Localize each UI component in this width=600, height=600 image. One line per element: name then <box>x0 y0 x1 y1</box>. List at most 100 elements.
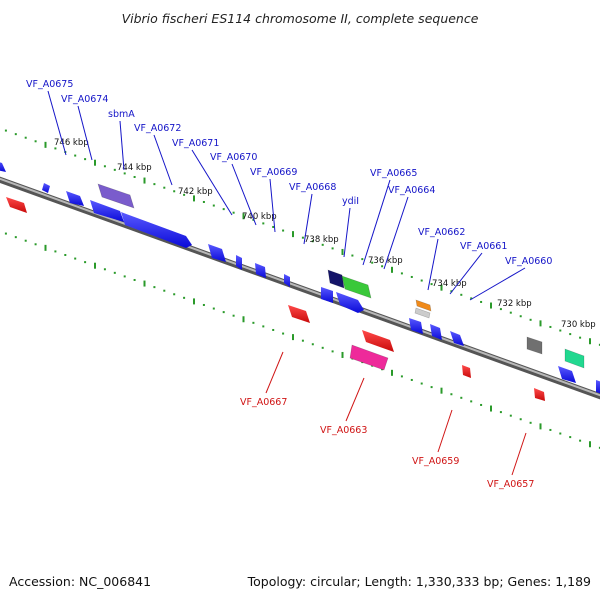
gene-arrow[interactable] <box>236 255 242 270</box>
gene-arrow[interactable] <box>121 212 192 248</box>
gene-feature-block[interactable] <box>564 348 585 369</box>
gene-arrow[interactable] <box>430 324 442 340</box>
scale-tick-minor <box>420 279 423 282</box>
scale-tick-minor <box>410 275 413 278</box>
gene-arrow[interactable] <box>6 197 27 213</box>
gene-arrow[interactable] <box>255 263 266 278</box>
gene-label[interactable]: VF_A0670 <box>210 152 257 163</box>
scale-tick-minor <box>202 303 205 306</box>
scale-tick-minor <box>549 325 552 328</box>
scale-tick-minor <box>499 308 502 311</box>
scale-tick-minor <box>222 208 225 211</box>
gene-label[interactable]: VF_A0661 <box>460 241 507 252</box>
gene-label-leader <box>449 252 483 295</box>
scale-tick-minor <box>410 378 413 381</box>
gene-label[interactable]: VF_A0675 <box>26 79 73 90</box>
scale-tick-minor <box>519 418 522 421</box>
gene-arrow[interactable] <box>462 365 471 378</box>
kbp-tick-label: 730 kbp <box>561 320 596 330</box>
gene-arrow[interactable] <box>450 331 464 346</box>
scale-tick-minor <box>4 232 7 235</box>
scale-tick-minor <box>430 386 433 389</box>
gene-arrow[interactable] <box>534 388 545 401</box>
gene-label[interactable]: VF_A0664 <box>388 185 435 196</box>
gene-arrow[interactable] <box>558 366 576 383</box>
gene-feature-block[interactable] <box>414 307 431 319</box>
scale-tick-minor <box>34 243 37 246</box>
gene-label[interactable]: sbmA <box>108 109 135 120</box>
accession-text: Accession: NC_006841 <box>9 574 151 589</box>
highlighted-features <box>97 183 585 371</box>
kbp-tick-label: 742 kbp <box>178 187 213 197</box>
gene-label[interactable]: VF_A0674 <box>61 94 108 105</box>
scale-tick-minor <box>460 396 463 399</box>
gene-label[interactable]: VF_A0663 <box>320 425 367 436</box>
gene-label[interactable]: VF_A0662 <box>418 227 465 238</box>
gene-arrow[interactable] <box>208 244 226 262</box>
scale-tick-minor <box>282 229 285 232</box>
scale-tick-minor <box>559 432 562 435</box>
scale-tick-minor <box>569 436 572 439</box>
gene-label[interactable]: VF_A0672 <box>134 123 181 134</box>
scale-tick-minor <box>24 239 27 242</box>
gene-label[interactable]: VF_A0668 <box>289 182 336 193</box>
scale-tick-minor <box>173 190 176 193</box>
gene-label[interactable]: VF_A0659 <box>412 456 459 467</box>
gene-arrow[interactable] <box>288 305 310 323</box>
scale-tick-minor <box>163 289 166 292</box>
gene-arrow[interactable] <box>321 287 333 303</box>
scale-tick-minor <box>173 293 176 296</box>
gene-feature-block[interactable] <box>341 275 372 299</box>
kbp-tick-label: 740 kbp <box>242 212 277 222</box>
scale-tick-minor <box>14 236 17 239</box>
gene-arrow[interactable] <box>362 330 394 352</box>
scale-tick-minor <box>509 311 512 314</box>
gene-feature-block[interactable] <box>327 269 345 289</box>
scale-tick-minor <box>113 168 116 171</box>
scale-tick-minor <box>579 336 582 339</box>
scale-tick-minor <box>598 343 600 346</box>
gene-arrow[interactable] <box>284 274 290 287</box>
gene-label[interactable]: VF_A0669 <box>250 167 297 178</box>
gene-arrow[interactable] <box>66 191 84 206</box>
gene-arrow[interactable] <box>409 318 423 334</box>
scale-tick-minor <box>74 257 77 260</box>
gene-label-leader <box>343 207 351 258</box>
scale-tick-minor <box>420 382 423 385</box>
kbp-tick-label: 736 kbp <box>368 256 403 266</box>
gene-label-leader <box>469 267 526 301</box>
kbp-labels: 746 kbp 744 kbp 742 kbp 740 kbp 738 kbp 736 k… <box>54 138 596 330</box>
scale-tick-minor <box>470 297 473 300</box>
gene-label[interactable]: VF_A0660 <box>505 256 552 267</box>
gene-arrow[interactable] <box>596 380 600 394</box>
gene-label[interactable]: VF_A0657 <box>487 479 534 490</box>
gene-arrow[interactable] <box>90 200 124 222</box>
gene-label[interactable]: ydiI <box>342 196 359 207</box>
scale-tick-minor <box>480 403 483 406</box>
scale-tick-minor <box>450 290 453 293</box>
kbp-tick-label: 738 kbp <box>304 235 339 245</box>
gene-labels-bottom: VF_A0667 VF_A0663 VF_A0659 VF_A0657 <box>240 351 534 490</box>
scale-tick-minor <box>598 446 600 449</box>
gene-label-leader <box>427 238 439 291</box>
gene-feature-block[interactable] <box>97 183 135 209</box>
scale-tick-minor <box>123 275 126 278</box>
scale-tick-minor <box>183 296 186 299</box>
gene-label-leader <box>383 196 409 270</box>
gene-arrow[interactable] <box>336 292 364 313</box>
scale-tick-minor <box>509 414 512 417</box>
gene-label[interactable]: VF_A0665 <box>370 168 417 179</box>
gene-arrow[interactable] <box>0 160 6 172</box>
gene-label[interactable]: VF_A0671 <box>172 138 219 149</box>
gene-feature-block[interactable] <box>349 344 389 371</box>
gene-label-leader <box>437 409 453 453</box>
gene-feature-block[interactable] <box>415 299 432 312</box>
gene-label[interactable]: VF_A0667 <box>240 397 287 408</box>
gene-arrow[interactable] <box>42 183 50 193</box>
gene-label-leader <box>265 351 284 394</box>
scale-tick-minor <box>153 286 156 289</box>
gene-feature-block[interactable] <box>526 336 543 355</box>
scale-tick-minor <box>252 218 255 221</box>
scale-tick-minor <box>34 140 37 143</box>
